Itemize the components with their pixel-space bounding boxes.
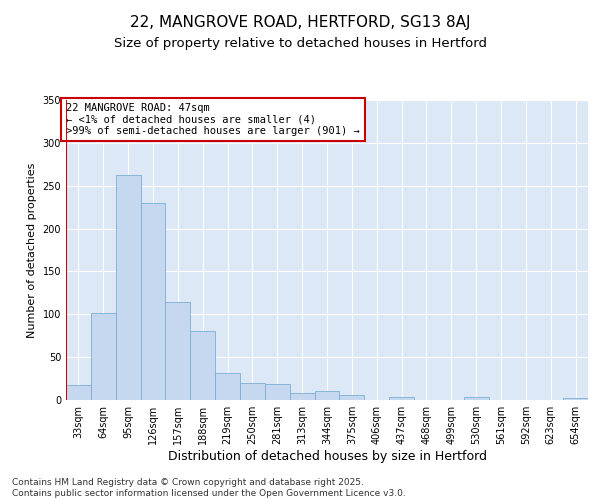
Bar	[389, 396, 414, 400]
X-axis label: Distribution of detached houses by size in Hertford: Distribution of detached houses by size …	[167, 450, 487, 463]
Text: Size of property relative to detached houses in Hertford: Size of property relative to detached ho…	[113, 38, 487, 51]
Bar	[116, 174, 140, 400]
Bar	[66, 384, 91, 400]
Bar	[190, 330, 215, 400]
Text: 22 MANGROVE ROAD: 47sqm
← <1% of detached houses are smaller (4)
>99% of semi-de: 22 MANGROVE ROAD: 47sqm ← <1% of detache…	[66, 103, 360, 136]
Bar	[314, 392, 340, 400]
Bar	[290, 393, 314, 400]
Bar	[240, 383, 265, 400]
Bar	[140, 203, 166, 400]
Bar	[464, 398, 488, 400]
Bar	[563, 398, 588, 400]
Bar	[215, 374, 240, 400]
Y-axis label: Number of detached properties: Number of detached properties	[27, 162, 37, 338]
Text: Contains HM Land Registry data © Crown copyright and database right 2025.
Contai: Contains HM Land Registry data © Crown c…	[12, 478, 406, 498]
Bar	[91, 314, 116, 400]
Bar	[265, 384, 290, 400]
Bar	[166, 302, 190, 400]
Text: 22, MANGROVE ROAD, HERTFORD, SG13 8AJ: 22, MANGROVE ROAD, HERTFORD, SG13 8AJ	[130, 15, 470, 30]
Bar	[340, 395, 364, 400]
